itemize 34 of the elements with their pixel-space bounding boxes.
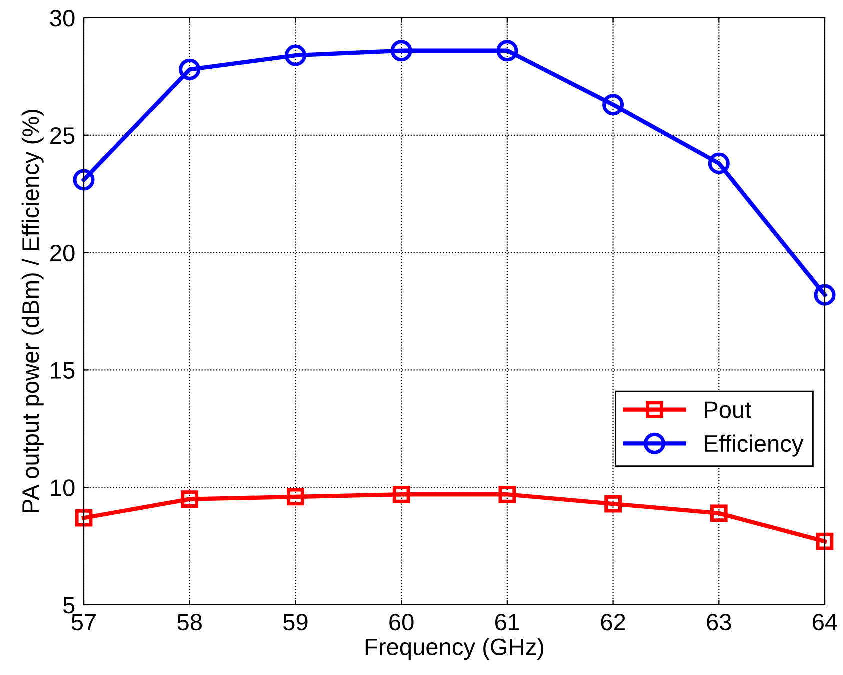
y-tick-label: 30 xyxy=(50,10,75,27)
legend-label: Pout xyxy=(705,402,752,418)
point xyxy=(179,58,201,80)
x-tick-label: 64 xyxy=(813,614,838,631)
x-tick-label: 58 xyxy=(178,614,202,631)
point xyxy=(708,152,730,174)
point xyxy=(710,504,728,522)
y-tick-label: 10 xyxy=(51,480,75,496)
x-tick-label: 59 xyxy=(284,614,308,631)
x-tick-label: 60 xyxy=(390,614,414,631)
y-tick-label: 25 xyxy=(50,127,75,144)
x-tick-label: 63 xyxy=(707,614,732,631)
point xyxy=(181,490,199,508)
point xyxy=(604,495,622,513)
point xyxy=(816,532,834,550)
point xyxy=(602,94,624,116)
x-tick-label: 57 xyxy=(72,614,96,631)
point xyxy=(496,40,518,62)
x-tick-label: 61 xyxy=(496,614,520,631)
point xyxy=(284,44,306,66)
point xyxy=(498,486,516,504)
x-axis-title: Frequency (GHz) xyxy=(366,638,544,660)
legend-label: Efficiency xyxy=(705,434,804,457)
point xyxy=(75,509,93,527)
x-tick-label: 62 xyxy=(601,614,626,631)
point xyxy=(73,169,95,191)
y-tick-label: 20 xyxy=(50,244,75,262)
point xyxy=(390,40,412,62)
y-axis-title: PA output power (dBm) / Efficiency (%) xyxy=(22,110,44,513)
point xyxy=(287,488,304,506)
point xyxy=(814,284,836,306)
y-tick-label: 5 xyxy=(63,597,75,614)
point xyxy=(392,486,410,504)
y-tick-label: 15 xyxy=(51,362,75,379)
